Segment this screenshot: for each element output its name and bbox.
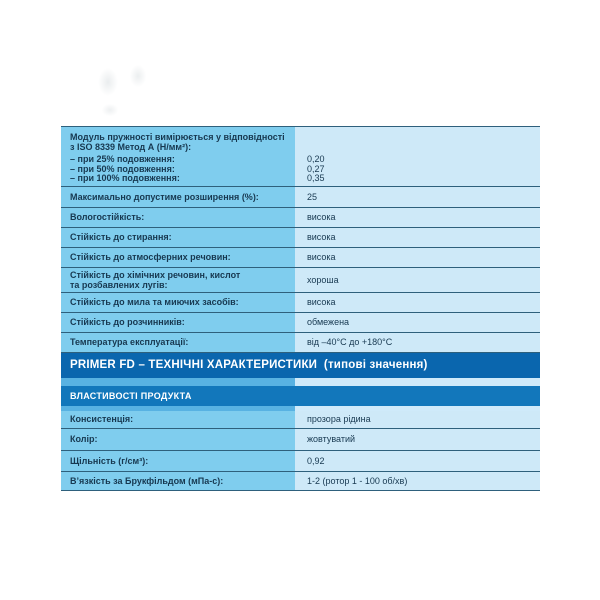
row-value-cell: обмежена <box>295 312 540 332</box>
row-value-cell: 1-2 (ротор 1 - 100 об/хв) <box>295 471 540 490</box>
row-value: висока <box>307 252 336 262</box>
row-value-cell: хороша <box>295 267 540 292</box>
row-label-cell: В’язкість за Брукфільдом (мПа-с): <box>61 471 295 490</box>
row-label-cell: Колір: <box>61 428 295 450</box>
row-value: 0,92 <box>307 455 325 466</box>
watermark-smudge <box>96 60 166 120</box>
row-value-cell: 25 <box>295 186 540 207</box>
row-value: прозора рідина <box>307 414 371 424</box>
row-value: жовтуватий <box>307 434 355 444</box>
row-value: 1-2 (ротор 1 - 100 об/хв) <box>307 475 408 486</box>
row-value-cell: висока <box>295 207 540 227</box>
row-value: 0,20 <box>307 154 325 164</box>
spacer-left <box>61 377 295 386</box>
row-label: В’язкість за Брукфільдом (мПа-с): <box>70 475 224 486</box>
row-value: висока <box>307 297 336 307</box>
row-value: 0,35 <box>307 173 325 183</box>
row-value-cell: прозора рідина <box>295 410 540 428</box>
row-label-cell: Стійкість до атмосферних речовин: <box>61 247 295 267</box>
row-sublabel: – при 50% подовження: <box>70 163 175 174</box>
row-label: Температура експлуатації: <box>70 337 189 347</box>
row-label: Стійкість до хімічних речовин, кислот та… <box>70 269 241 290</box>
row-label-cell: Стійкість до стирання: <box>61 227 295 247</box>
spacer-right <box>295 405 540 411</box>
row-sublabel: – при 25% подовження: <box>70 154 175 164</box>
row-value-cell: висока <box>295 247 540 267</box>
row-label: Максимально допустиме розширення (%): <box>70 191 259 202</box>
table-row: Колір: жовтуватий <box>61 427 540 450</box>
row-label-cell: Стійкість до хімічних речовин, кислот та… <box>61 267 295 292</box>
table-row: В’язкість за Брукфільдом (мПа-с): 1-2 (р… <box>61 470 540 490</box>
table-row: Вологостійкість: висока <box>61 206 540 227</box>
row-value: обмежена <box>307 317 350 327</box>
row-label-cell: Модуль пружності вимірюється у відповідн… <box>61 127 295 186</box>
row-label: Стійкість до атмосферних речовин: <box>70 252 231 262</box>
subsection-header: ВЛАСТИВОСТІ ПРОДУКТА <box>61 385 540 406</box>
table-row: Стійкість до мила та миючих засобів: вис… <box>61 291 540 312</box>
row-label-cell: Максимально допустиме розширення (%): <box>61 186 295 207</box>
row-label-cell: Консистенція: <box>61 410 295 428</box>
table-row: Стійкість до розчинників: обмежена <box>61 311 540 332</box>
row-value-cell: 0,20 0,27 0,35 <box>295 127 540 186</box>
row-label: Модуль пружності вимірюється у відповідн… <box>70 132 285 152</box>
spacer-left <box>61 405 295 411</box>
row-label-cell: Вологостійкість: <box>61 207 295 227</box>
row-label: Консистенція: <box>70 414 134 424</box>
row-label: Стійкість до стирання: <box>70 232 172 242</box>
spacer-strip <box>61 405 540 411</box>
table-row: Максимально допустиме розширення (%): 25 <box>61 185 540 207</box>
table-row: Консистенція: прозора рідина <box>61 410 540 428</box>
row-label: Стійкість до мила та миючих засобів: <box>70 297 239 307</box>
row-value-cell: висока <box>295 292 540 312</box>
spacer <box>307 132 325 155</box>
table-row: Модуль пружності вимірюється у відповідн… <box>61 127 540 186</box>
row-value: 0,27 <box>307 163 325 174</box>
row-value: 25 <box>307 191 318 202</box>
table-row: Стійкість до атмосферних речовин: висока <box>61 246 540 267</box>
section-header: PRIMER FD – ТЕХНІЧНІ ХАРАКТЕРИСТИКИ (тип… <box>61 351 540 378</box>
table-row: Щільність (г/см³): 0,92 <box>61 449 540 471</box>
row-label: Щільність (г/см³): <box>70 455 149 466</box>
table-row: Температура експлуатації: від –40°C до +… <box>61 331 540 352</box>
row-value-cell: 0,92 <box>295 450 540 471</box>
row-label-cell: Стійкість до розчинників: <box>61 312 295 332</box>
row-value-cell: жовтуватий <box>295 428 540 450</box>
row-label: Вологостійкість: <box>70 212 145 222</box>
table-row: Стійкість до стирання: висока <box>61 226 540 247</box>
row-value: від –40°C до +180°C <box>307 337 393 347</box>
spacer-strip <box>61 377 540 386</box>
row-value: висока <box>307 232 336 242</box>
technical-data-table: Модуль пружності вимірюється у відповідн… <box>61 126 540 491</box>
row-value-cell: від –40°C до +180°C <box>295 332 540 352</box>
row-label-cell: Температура експлуатації: <box>61 332 295 352</box>
spacer-right <box>295 377 540 386</box>
row-value-cell: висока <box>295 227 540 247</box>
row-value: хороша <box>307 274 339 285</box>
table-row: Стійкість до хімічних речовин, кислот та… <box>61 266 540 292</box>
row-label-cell: Щільність (г/см³): <box>61 450 295 471</box>
row-label: Колір: <box>70 434 98 444</box>
row-label: Стійкість до розчинників: <box>70 317 185 327</box>
row-label-cell: Стійкість до мила та миючих засобів: <box>61 292 295 312</box>
row-value: висока <box>307 212 336 222</box>
row-sublabel: – при 100% подовження: <box>70 173 180 183</box>
